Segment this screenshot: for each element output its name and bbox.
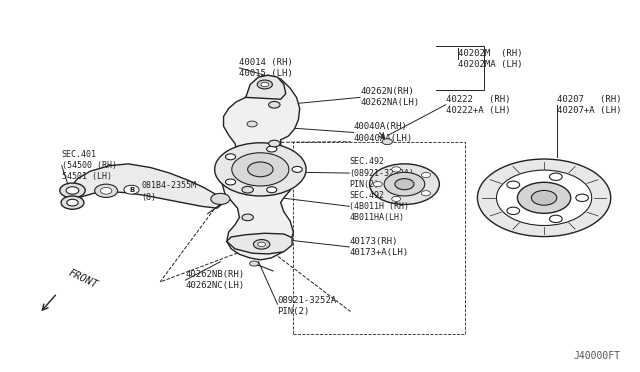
Circle shape [261,82,269,87]
Circle shape [258,242,266,247]
Circle shape [247,121,257,127]
Circle shape [369,164,439,205]
Circle shape [576,194,589,202]
Circle shape [214,143,306,196]
Circle shape [66,187,79,194]
Circle shape [422,191,431,196]
Circle shape [497,170,592,225]
Circle shape [382,139,392,145]
Text: 40222   (RH)
40222+A (LH): 40222 (RH) 40222+A (LH) [445,95,510,115]
Text: 081B4-2355M
(8): 081B4-2355M (8) [141,182,196,202]
Circle shape [67,199,78,206]
Circle shape [550,215,562,222]
Circle shape [517,182,571,213]
Circle shape [507,207,520,215]
Text: FRONT: FRONT [67,267,99,289]
Text: 40014 (RH)
40015 (LH): 40014 (RH) 40015 (LH) [239,58,293,78]
PathPatch shape [68,164,223,208]
Text: 08921-3252A
PIN(2): 08921-3252A PIN(2) [278,296,337,316]
Circle shape [531,190,557,205]
Circle shape [61,196,84,209]
Text: 40040A(RH)
40040AA(LH): 40040A(RH) 40040AA(LH) [354,122,413,142]
Text: B: B [129,187,134,193]
Circle shape [242,186,253,193]
Circle shape [292,166,302,172]
Circle shape [232,153,289,186]
Circle shape [373,182,382,187]
Circle shape [257,80,273,89]
Circle shape [550,173,562,180]
Circle shape [477,159,611,237]
Text: 40262NB(RH)
40262NC(LH): 40262NB(RH) 40262NC(LH) [186,270,244,290]
Polygon shape [246,75,285,99]
Circle shape [507,181,520,189]
Circle shape [211,193,230,205]
Circle shape [95,184,118,198]
Text: 40202M  (RH)
40202MA (LH): 40202M (RH) 40202MA (LH) [458,49,523,69]
Polygon shape [227,233,292,254]
Circle shape [60,183,85,198]
Circle shape [395,179,414,190]
Circle shape [422,173,431,177]
Circle shape [248,162,273,177]
Text: SEC.492
(4B011H (RH)
4B011HA(LH): SEC.492 (4B011H (RH) 4B011HA(LH) [349,191,409,222]
Circle shape [253,240,270,249]
Text: 40262N(RH)
40262NA(LH): 40262N(RH) 40262NA(LH) [360,87,419,108]
Text: SEC.401
(54500 (RH)
54501 (LH): SEC.401 (54500 (RH) 54501 (LH) [61,150,116,181]
Circle shape [384,172,425,196]
Circle shape [392,196,401,202]
Circle shape [124,185,139,194]
PathPatch shape [222,75,300,260]
Circle shape [267,146,277,152]
Circle shape [242,214,253,221]
Circle shape [267,187,277,193]
Circle shape [225,179,236,185]
Text: 40173(RH)
40173+A(LH): 40173(RH) 40173+A(LH) [349,237,408,257]
Text: SEC.492
(08921-3252A)
PIN(2): SEC.492 (08921-3252A) PIN(2) [349,157,414,189]
Circle shape [392,167,401,172]
Circle shape [269,140,280,147]
Circle shape [100,187,112,194]
Text: 40207   (RH)
40207+A (LH): 40207 (RH) 40207+A (LH) [557,95,621,115]
Text: J40000FT: J40000FT [573,352,620,361]
Circle shape [269,102,280,108]
Circle shape [250,261,259,266]
Circle shape [225,154,236,160]
